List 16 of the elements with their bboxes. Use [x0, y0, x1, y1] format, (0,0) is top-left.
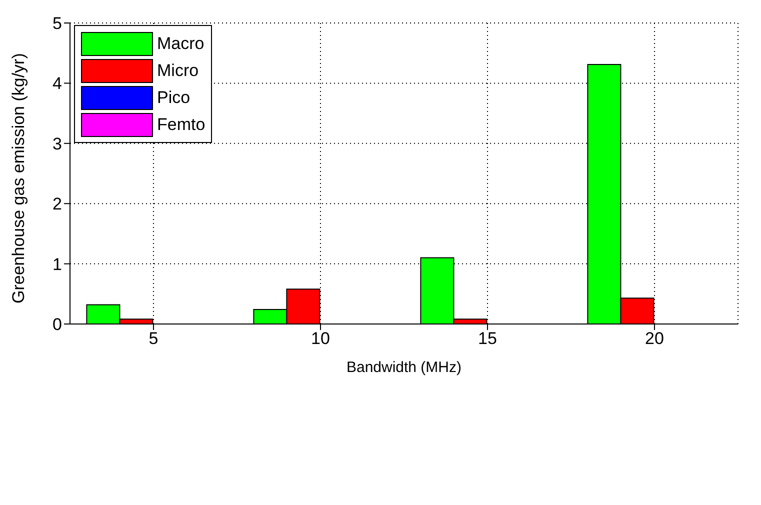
- legend-label: Micro: [157, 60, 199, 80]
- legend-label: Femto: [157, 114, 206, 134]
- y-tick-label: 0: [52, 315, 62, 334]
- x-tick-label: 15: [478, 329, 497, 348]
- y-tick-label: 2: [52, 194, 62, 214]
- y-tick-label: 5: [52, 14, 62, 34]
- x-tick-label: 10: [311, 329, 330, 348]
- x-tick-label: 5: [148, 329, 158, 348]
- x-tick-label: 20: [645, 329, 664, 348]
- y-axis-title: Greenhouse gas emission (kg/yr): [9, 53, 28, 304]
- x-axis-title: Bandwidth (MHz): [346, 359, 462, 376]
- legend-label: Macro: [157, 34, 204, 54]
- legend-label: Pico: [157, 88, 190, 108]
- y-tick-label: 1: [52, 254, 62, 274]
- y-tick-label: 3: [52, 134, 62, 154]
- y-tick-label: 4: [52, 74, 62, 94]
